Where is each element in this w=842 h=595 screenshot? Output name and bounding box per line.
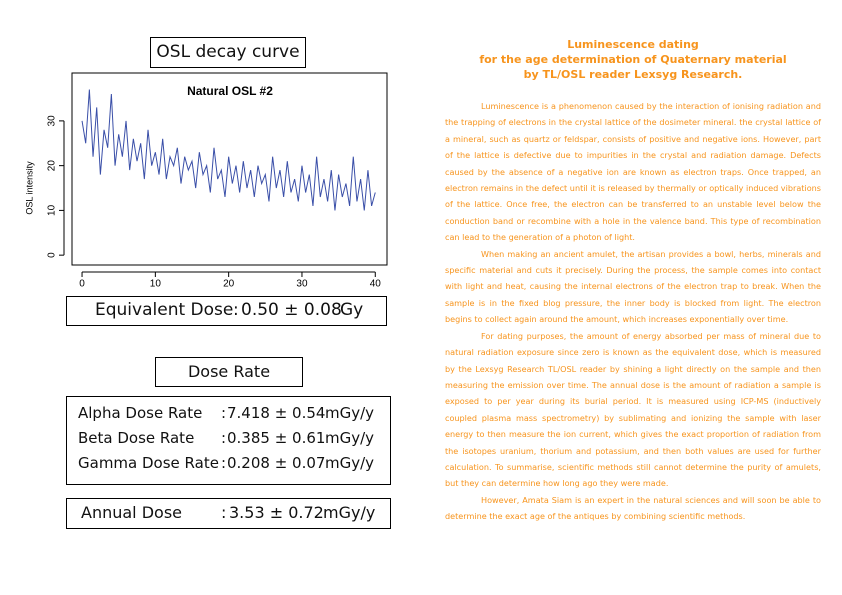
title-line: for the age determination of Quaternary … (479, 53, 787, 66)
x-tick-label: 30 (296, 279, 308, 290)
y-tick-label: 10 (47, 204, 58, 216)
x-tick-label: 40 (370, 279, 382, 290)
rate-value: 0.385 ± 0.61 (227, 429, 326, 447)
unit: mGy/y (323, 503, 376, 522)
chart-title: Natural OSL #2 (187, 84, 273, 98)
x-tick-label: 0 (79, 279, 85, 290)
document-title: Luminescence dating for the age determina… (445, 37, 821, 82)
annual-dose-box: Annual Dose : 3.53 ± 0.72 mGy/y (66, 498, 391, 529)
data-line (81, 89, 376, 211)
rate-label: Gamma Dose Rate (78, 454, 219, 472)
y-tick-label: 0 (47, 252, 58, 258)
body-text: Luminescence is a phenomenon caused by t… (445, 98, 821, 525)
rate-label: Alpha Dose Rate (78, 404, 203, 422)
title-line: by TL/OSL reader Lexsyg Research. (523, 68, 743, 81)
rate-unit: mGy/y (325, 404, 375, 422)
rate-unit: mGy/y (325, 454, 375, 472)
label: Equivalent Dose (95, 300, 234, 320)
rate-unit: mGy/y (325, 429, 375, 447)
rate-label: Beta Dose Rate (78, 429, 195, 447)
y-tick-label: 30 (47, 115, 58, 127)
y-tick-label: 20 (47, 160, 58, 172)
rate-value: 0.208 ± 0.07 (227, 454, 326, 472)
separator: : (221, 429, 227, 447)
title-line: Luminescence dating (567, 38, 699, 51)
value: 3.53 ± 0.72 (229, 503, 324, 522)
paragraph: However, Amata Siam is an expert in the … (445, 494, 821, 522)
x-tick-label: 10 (150, 279, 162, 290)
unit: Gy (340, 300, 364, 320)
paragraph: For dating purposes, the amount of energ… (445, 330, 821, 489)
equivalent-dose-box: Equivalent Dose : 0.50 ± 0.08 Gy (66, 296, 387, 326)
value: 0.50 ± 0.08 (241, 300, 342, 320)
x-tick-label: 20 (223, 279, 235, 290)
paragraph: When making an ancient amulet, the artis… (445, 248, 821, 325)
separator: : (221, 404, 227, 422)
separator: : (233, 300, 239, 320)
chart-heading: OSL decay curve (150, 37, 306, 68)
y-axis-label: OSL intensity (24, 161, 34, 215)
rate-value: 7.418 ± 0.54 (227, 404, 326, 422)
paragraph: Luminescence is a phenomenon caused by t… (445, 101, 821, 243)
plot-frame (71, 72, 388, 266)
dose-rates-box: Alpha Dose Rate:7.418 ± 0.54 mGy/y Beta Do… (66, 396, 391, 485)
dose-rate-heading: Dose Rate (155, 357, 303, 387)
label: Annual Dose (81, 503, 182, 522)
separator: : (221, 503, 227, 522)
separator: : (221, 454, 227, 472)
